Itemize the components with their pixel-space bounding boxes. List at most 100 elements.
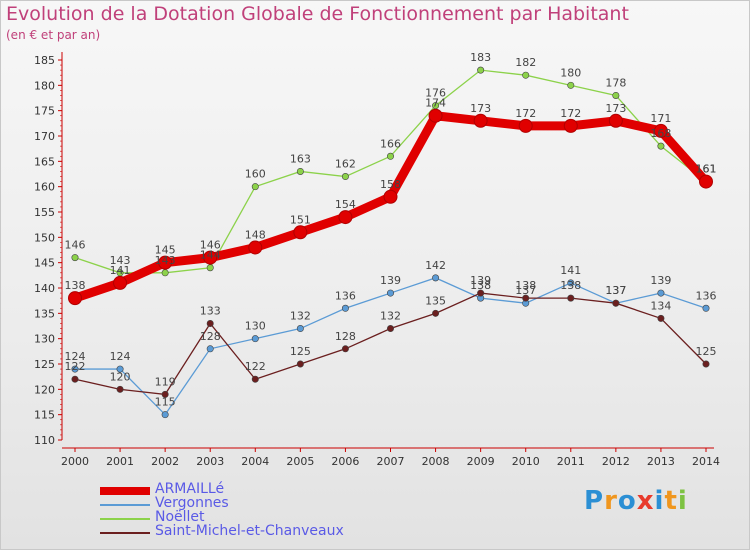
y-tick-label: 125	[34, 358, 55, 371]
logo-letter: P	[584, 486, 605, 516]
series-1	[71, 274, 710, 419]
data-point	[338, 210, 353, 225]
y-tick-label: 130	[34, 333, 55, 346]
x-tick-label: 2006	[331, 455, 359, 468]
data-point	[251, 375, 259, 383]
data-point	[251, 335, 259, 343]
data-label: 132	[380, 310, 401, 323]
data-point	[116, 365, 124, 373]
y-tick-label: 160	[34, 181, 55, 194]
x-tick-label: 2000	[61, 455, 89, 468]
data-point	[116, 385, 124, 393]
x-tick-label: 2007	[377, 455, 405, 468]
data-point	[386, 325, 394, 333]
data-point	[206, 319, 214, 327]
x-tick-label: 2002	[151, 455, 179, 468]
series-3	[71, 289, 710, 398]
logo-letter: i	[654, 486, 665, 516]
data-label: 142	[425, 259, 446, 272]
data-label: 172	[515, 107, 536, 120]
data-point	[341, 345, 349, 353]
data-label: 125	[290, 345, 311, 358]
data-point	[653, 123, 668, 138]
series-0	[68, 108, 713, 306]
legend-label: Saint-Michel-et-Chanveaux	[155, 523, 344, 539]
data-label: 160	[245, 168, 266, 181]
data-point	[702, 360, 710, 368]
data-label: 132	[290, 310, 311, 323]
data-label: 115	[155, 396, 176, 409]
legend-label: Noëllet	[155, 509, 205, 525]
data-point	[477, 289, 485, 297]
data-label: 144	[200, 249, 221, 262]
y-tick-label: 185	[34, 54, 55, 67]
data-point	[386, 289, 394, 297]
data-label: 141	[560, 264, 581, 277]
line-chart: 110 115 120 125 130 135 140 145 150 155 160 165 170 1…	[34, 51, 720, 468]
x-tick-label: 2005	[286, 455, 314, 468]
data-label: 138	[65, 279, 86, 292]
data-label: 143	[110, 254, 131, 267]
data-label: 146	[200, 239, 221, 252]
data-point	[567, 294, 575, 302]
data-label: 138	[515, 279, 536, 292]
data-label: 163	[290, 152, 311, 165]
logo-letter: t	[664, 486, 678, 516]
data-label: 141	[110, 264, 131, 277]
data-label: 122	[245, 360, 266, 373]
data-label: 137	[605, 284, 626, 297]
y-tick-label: 135	[34, 307, 55, 320]
data-label: 128	[335, 330, 356, 343]
data-label: 137	[605, 284, 626, 297]
y-tick-label: 110	[34, 434, 55, 447]
data-label: 183	[470, 51, 491, 64]
data-label: 172	[560, 107, 581, 120]
data-label: 161	[696, 163, 717, 176]
data-point	[522, 71, 530, 79]
data-label: 148	[245, 228, 266, 241]
data-point	[113, 275, 128, 290]
proxiti-logo: Proxiti	[584, 486, 688, 516]
x-tick-label: 2010	[512, 455, 540, 468]
x-tick-label: 2012	[602, 455, 630, 468]
data-label: 138	[560, 279, 581, 292]
legend-swatch	[100, 532, 150, 534]
legend-item: ARMAILLé	[100, 481, 400, 498]
data-label: 139	[380, 274, 401, 287]
legend-swatch	[100, 518, 150, 520]
data-label: 138	[470, 279, 491, 292]
data-label: 178	[605, 76, 626, 89]
data-label: 139	[470, 274, 491, 287]
data-point	[161, 390, 169, 398]
data-point	[657, 142, 665, 150]
data-point	[518, 118, 533, 133]
x-tick-label: 2013	[647, 455, 675, 468]
data-point	[206, 345, 214, 353]
data-label: 173	[605, 102, 626, 115]
x-tick-label: 2009	[467, 455, 495, 468]
data-label: 162	[335, 158, 356, 171]
series-2	[71, 66, 710, 277]
y-tick-label: 115	[34, 409, 55, 422]
x-tick-label: 2008	[422, 455, 450, 468]
y-tick-label: 150	[34, 231, 55, 244]
data-label: 124	[110, 350, 131, 363]
y-tick-label: 180	[34, 79, 55, 92]
data-point	[473, 113, 488, 128]
logo-letter: r	[604, 486, 618, 516]
x-tick-label: 2014	[692, 455, 720, 468]
data-point	[383, 189, 398, 204]
y-tick-label: 155	[34, 206, 55, 219]
y-tick-label: 165	[34, 155, 55, 168]
data-point	[161, 269, 169, 277]
legend-swatch	[100, 504, 150, 506]
data-label: 122	[65, 360, 86, 373]
data-point	[428, 108, 443, 123]
x-tick-label: 2001	[106, 455, 134, 468]
data-point	[161, 411, 169, 419]
data-point	[657, 314, 665, 322]
data-point	[702, 304, 710, 312]
data-label: 128	[200, 330, 221, 343]
legend-item: Vergonnes	[100, 495, 400, 512]
